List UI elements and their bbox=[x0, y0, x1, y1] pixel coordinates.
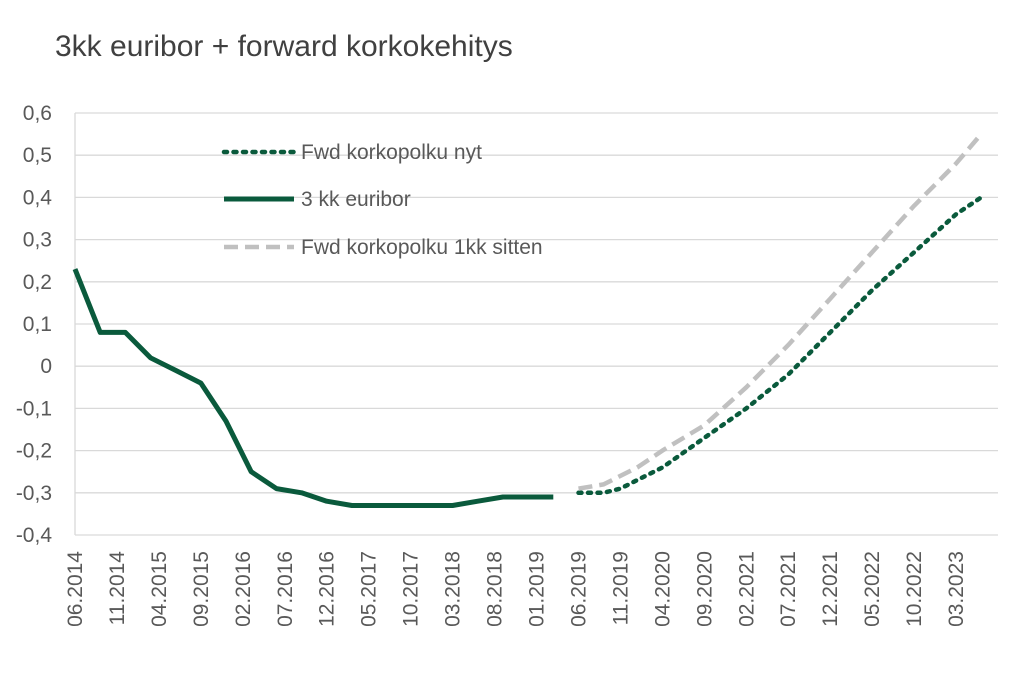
x-axis: 06.2014 11.2014 04.2015 09.2015 02.2016 07.20… bbox=[64, 551, 968, 627]
x-tick-label: 02.2016 bbox=[232, 551, 255, 627]
y-tick-label: -0,2 bbox=[16, 440, 52, 463]
x-tick-label: 06.2014 bbox=[64, 551, 87, 627]
y-axis: 0,6 0,5 0,4 0,3 0,2 0,1 0 -0,1 -0,2 -0,3 -0,4 bbox=[16, 102, 53, 547]
x-tick-label: 09.2020 bbox=[693, 551, 716, 627]
series-line bbox=[576, 195, 984, 496]
x-tick-label: 12.2021 bbox=[819, 551, 842, 627]
x-tick-label: 04.2020 bbox=[651, 551, 674, 627]
series-line bbox=[578, 132, 983, 491]
x-tick-label: 10.2022 bbox=[903, 551, 926, 627]
gridlines bbox=[74, 112, 998, 536]
legend: Fwd korkopolku nyt 3 kk euribor Fwd korkop… bbox=[221, 141, 543, 259]
x-tick-label: 11.2014 bbox=[106, 551, 129, 626]
y-tick-label: 0,4 bbox=[23, 186, 53, 209]
legend-label: 3 kk euribor bbox=[301, 188, 411, 211]
y-tick-label: -0,3 bbox=[16, 482, 52, 505]
chart-title: 3kk euribor + forward korkokehitys bbox=[55, 30, 513, 63]
series-line bbox=[72, 268, 554, 508]
x-tick-label: 02.2021 bbox=[735, 551, 758, 627]
y-tick-label: 0,1 bbox=[23, 313, 52, 336]
x-tick-label: 04.2015 bbox=[148, 551, 171, 627]
y-tick-label: -0,1 bbox=[16, 397, 52, 420]
x-tick-label: 07.2016 bbox=[274, 551, 297, 627]
x-tick-label: 05.2017 bbox=[358, 551, 381, 627]
x-tick-label: 05.2022 bbox=[861, 551, 884, 627]
y-tick-label: -0,4 bbox=[16, 524, 53, 547]
x-tick-label: 08.2018 bbox=[484, 551, 507, 627]
x-tick-label: 06.2019 bbox=[567, 551, 590, 627]
x-tick-label: 01.2019 bbox=[526, 551, 549, 627]
y-tick-label: 0,2 bbox=[23, 271, 52, 294]
y-tick-label: 0 bbox=[40, 355, 52, 378]
x-tick-label: 07.2021 bbox=[777, 551, 800, 627]
y-tick-label: 0,3 bbox=[23, 229, 52, 252]
x-tick-label: 12.2016 bbox=[316, 551, 339, 627]
legend-label: Fwd korkopolku 1kk sitten bbox=[301, 236, 543, 259]
series-lines bbox=[72, 132, 984, 508]
x-tick-label: 09.2015 bbox=[190, 551, 213, 627]
x-tick-label: 03.2023 bbox=[945, 551, 968, 627]
y-tick-label: 0,5 bbox=[23, 144, 52, 167]
legend-label: Fwd korkopolku nyt bbox=[301, 141, 482, 164]
y-tick-label: 0,6 bbox=[23, 102, 52, 125]
x-tick-label: 10.2017 bbox=[400, 551, 423, 627]
x-tick-label: 11.2019 bbox=[609, 551, 632, 625]
x-tick-label: 03.2018 bbox=[442, 551, 465, 627]
